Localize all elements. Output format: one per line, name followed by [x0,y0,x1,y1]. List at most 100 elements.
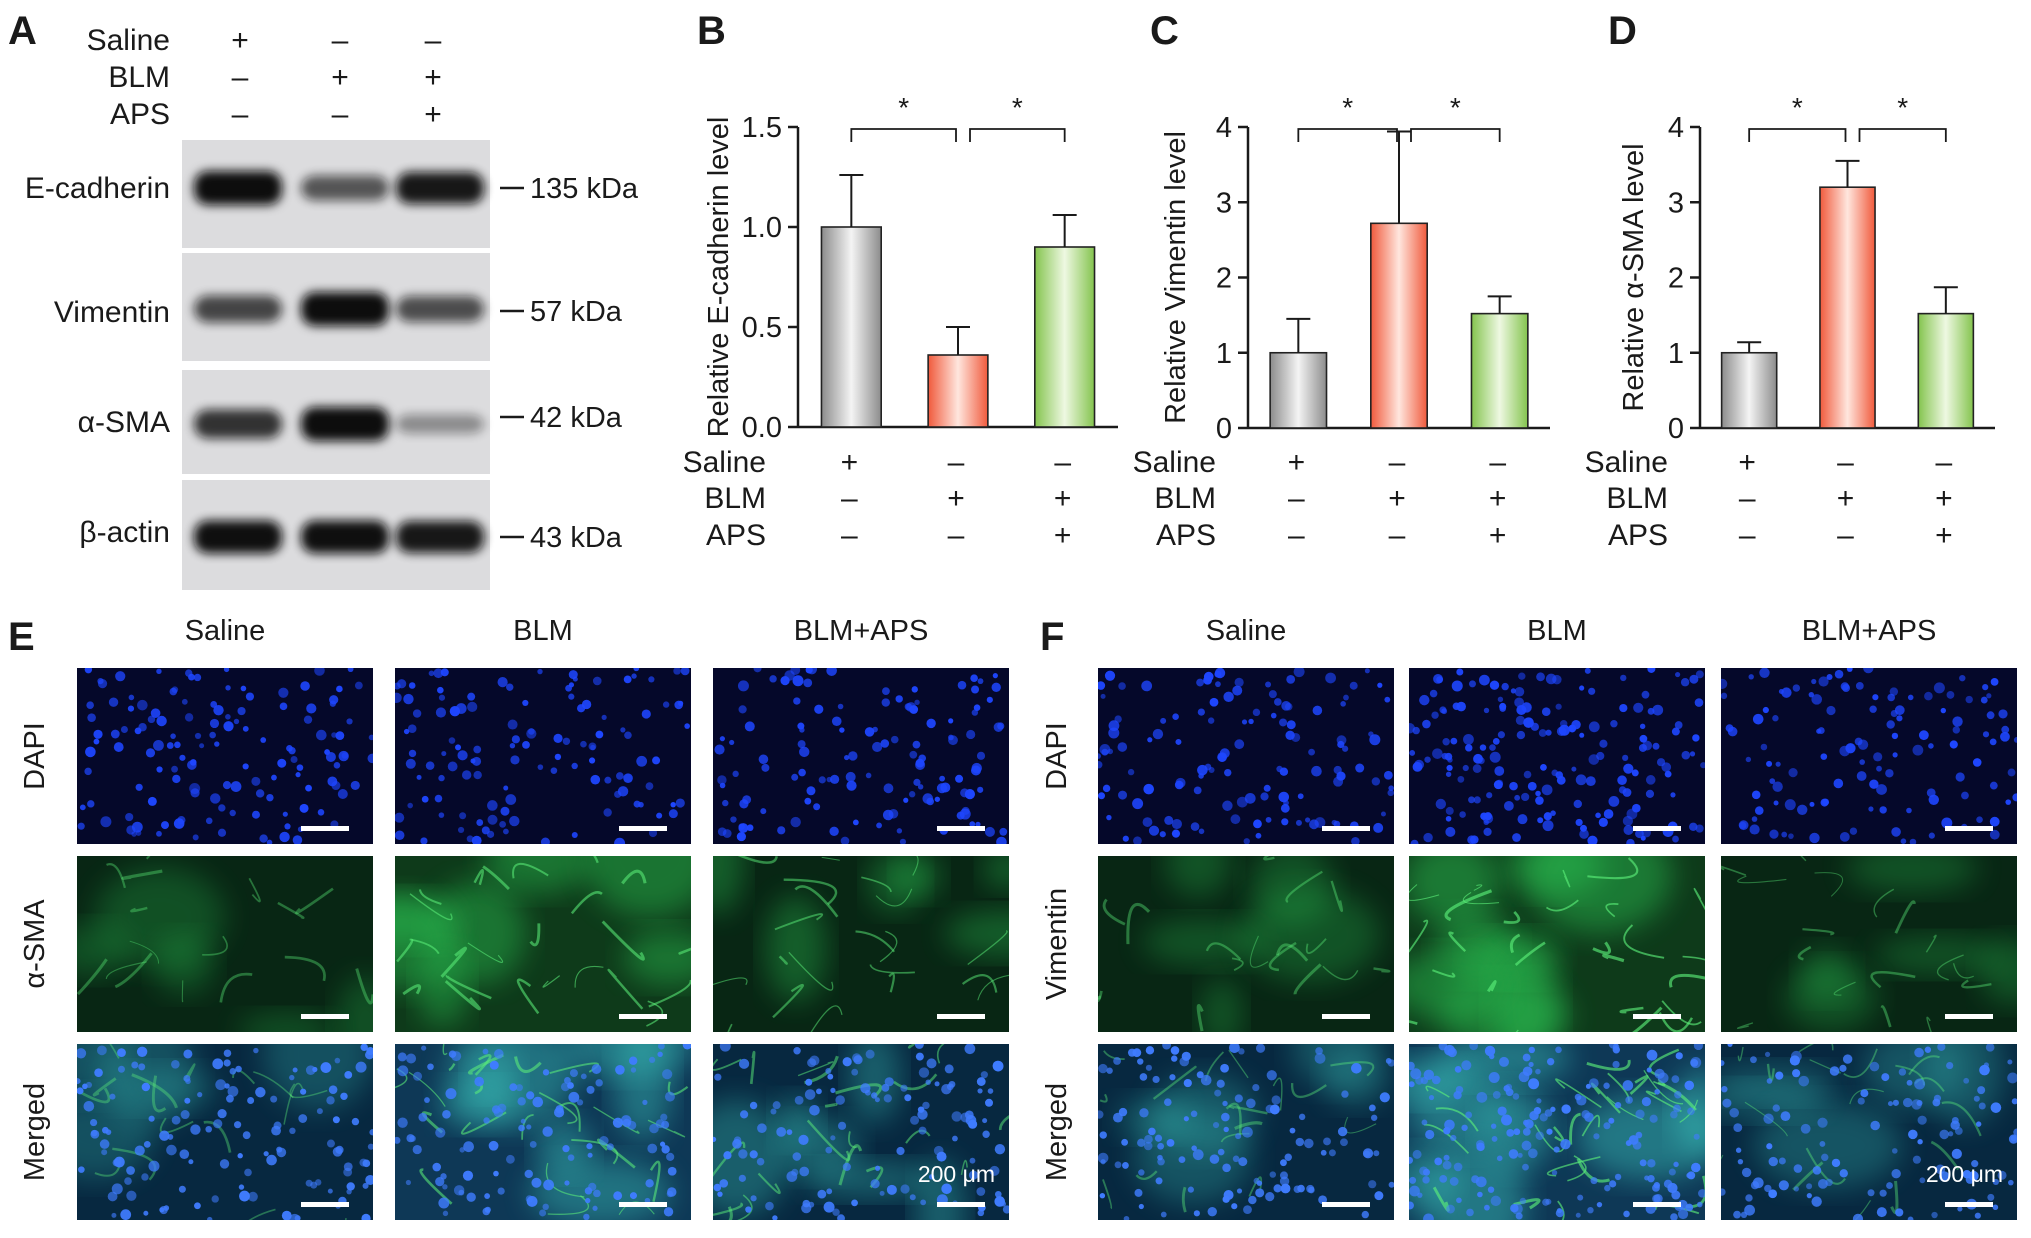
nucleus [1269,1171,1276,1178]
nucleus [860,1083,871,1094]
nucleus [305,1179,313,1187]
nucleus [1598,817,1608,827]
nucleus [1456,1197,1462,1204]
nucleus [235,1065,242,1073]
nucleus [830,1135,836,1141]
nucleus [1976,816,1983,823]
stain-glow [584,856,691,917]
stain-glow [1784,964,1877,1031]
nucleus [1555,1209,1564,1218]
nucleus [1370,1114,1378,1121]
stain-fiber [1425,1085,1450,1098]
nucleus [295,772,301,778]
nucleus [115,671,126,682]
scale-bar [1322,1014,1370,1019]
nucleus [737,680,749,692]
nucleus [1673,1161,1679,1168]
nucleus [717,1191,723,1197]
nucleus [1171,1055,1178,1062]
condition-sign: + [1054,482,1072,515]
nucleus [1198,773,1204,779]
nucleus [1619,703,1628,713]
stain-fiber [648,979,691,1008]
nucleus [355,1061,367,1073]
y-tick-label: 0.0 [742,412,782,444]
nucleus [1670,1213,1678,1220]
nucleus [968,1119,978,1129]
nucleus [83,1100,95,1112]
nucleus [108,697,119,707]
nucleus [226,1094,234,1103]
nucleus [532,1096,544,1108]
nucleus [1603,1122,1611,1130]
nucleus [147,796,157,806]
nucleus [804,797,812,805]
nucleus [1222,1195,1230,1203]
nucleus [1099,744,1111,755]
nucleus [1733,1123,1743,1133]
nucleus [487,814,498,825]
nucleus [1224,768,1232,777]
nucleus [1139,1073,1148,1081]
stain-fiber [977,974,1009,1001]
nucleus [120,1209,132,1220]
nucleus [603,808,612,817]
nucleus [1445,826,1456,837]
stain-fiber [749,1051,756,1085]
nucleus [1197,708,1205,716]
nucleus [1114,715,1122,723]
nucleus [473,770,482,780]
nucleus [1209,697,1219,707]
nucleus [601,714,607,720]
nucleus [509,815,520,827]
nucleus [335,1145,344,1154]
nucleus [1775,761,1781,767]
nucleus [1118,682,1126,690]
nucleus [289,1127,296,1135]
nucleus [1645,775,1656,785]
nucleus [1577,1194,1584,1201]
nucleus [1515,1212,1523,1220]
stain-glow [1845,856,1979,893]
stain-glow [848,1044,901,1124]
nucleus [242,1131,251,1140]
micrograph-green [77,856,373,1032]
nucleus [1885,769,1894,778]
nucleus [210,793,221,804]
nucleus [732,1139,742,1149]
nucleus [997,722,1005,730]
stain-fiber [1629,1075,1649,1095]
stain-fiber [514,1056,542,1073]
nucleus [1235,1133,1242,1140]
nucleus [138,1063,146,1071]
stain-glow [1116,1096,1190,1139]
nucleus [1388,785,1394,791]
nucleus [1614,1101,1622,1109]
stain-fiber [253,1071,294,1099]
nucleus [1551,1170,1558,1176]
stain-fiber [1344,1116,1377,1134]
nucleus [1143,783,1155,795]
nucleus [1784,799,1796,811]
nucleus [1997,1170,2007,1180]
nucleus [1839,1064,1847,1072]
micrograph-blue [77,668,373,844]
nucleus [107,1191,118,1202]
nucleus [652,756,661,765]
nucleus [1243,1205,1252,1215]
nucleus [366,1047,373,1056]
significance-star: * [1012,92,1023,123]
nucleus [1265,1192,1275,1202]
nucleus [171,686,179,693]
nucleus [1772,1104,1780,1112]
nucleus [296,764,304,771]
nucleus [678,700,684,706]
nucleus [1533,1107,1542,1115]
nucleus [247,1097,255,1105]
blot-sign: + [331,61,349,94]
nucleus [670,802,676,808]
nucleus [458,1189,465,1196]
condition-sign: – [841,482,858,515]
stain-fiber [1576,1158,1610,1183]
